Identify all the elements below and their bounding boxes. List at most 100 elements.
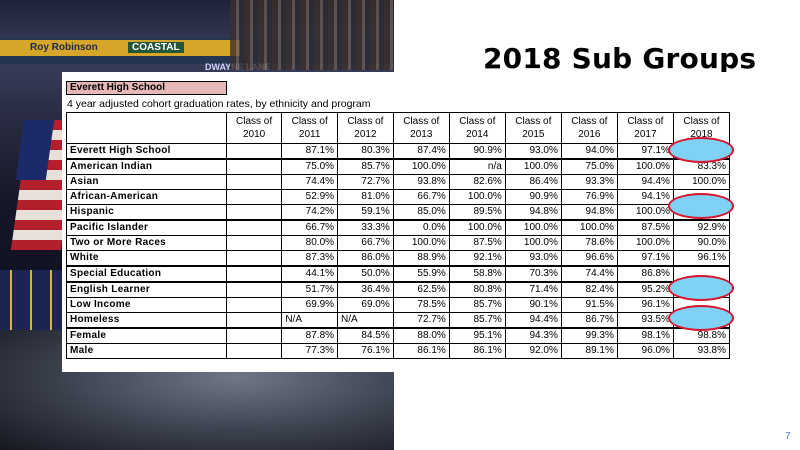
table-cell: 81.0% [337,189,394,205]
table-cell: 66.7% [281,219,339,236]
table-cell: 100.0% [392,235,450,251]
table-cell: 93.0% [504,143,562,160]
table-cell: 100.0% [504,158,562,175]
table-cell [225,235,283,251]
table-cell: 93.5% [616,312,674,329]
table-cell: 94.4% [504,312,562,329]
column-header: Class of 2017 [616,112,674,144]
table-cell [225,158,283,175]
table-header-row: Class of 2010 Class of 2011 Class of 201… [66,112,731,144]
table-cell: 94.1% [616,189,674,205]
table-cell: 86.4% [504,174,562,190]
highlight-oval [668,193,734,219]
table-cell [225,250,283,267]
table-cell: n/a [448,158,506,175]
table-cell: 78.6% [560,235,618,251]
table-cell [225,174,283,190]
column-header: Class of 2011 [281,112,339,144]
row-label: Asian [66,174,227,190]
table-cell [225,297,283,313]
column-header: Class of 2014 [448,112,506,144]
table-cell: 82.6% [448,174,506,190]
table-cell [225,219,283,236]
table-cell: N/A [337,312,394,329]
table-row: Female 87.8% 84.5% 88.0% 95.1% 94.3% 99.3% 98.1… [66,327,731,344]
table-row: White 87.3% 86.0% 88.9% 92.1% 93.0% 96.6% 97.1%… [66,250,731,267]
column-header: Class of 2013 [392,112,450,144]
table-cell [225,327,283,344]
table-cell: 100.0% [504,219,562,236]
table-body: Everett High School 87.1% 80.3% 87.4% 90.9% 9… [66,143,731,359]
table-cell: 52.9% [281,189,339,205]
table-cell: 88.0% [392,327,450,344]
table-cell: 97.1% [616,250,674,267]
slide-title: 2018 Sub Groups [483,42,757,75]
table-cell: 100.0% [448,219,506,236]
page-number: 7 [785,431,791,442]
table-cell: 87.3% [281,250,339,267]
highlight-oval [668,305,734,331]
table-cell: 92.0% [504,343,562,359]
table-cell: 93.8% [672,343,731,359]
table-cell [225,189,283,205]
table-row: Two or More Races 80.0% 66.7% 100.0% 87.5% 10… [66,235,731,251]
row-label: Special Education [66,265,227,283]
table-cell [225,343,283,359]
table-cell: 51.7% [281,281,339,298]
table-cell [225,265,283,283]
highlight-oval [668,275,734,301]
table-cell: 72.7% [392,312,450,329]
table-cell: 0.0% [392,219,450,236]
row-label: American Indian [66,158,227,175]
table-cell: 69.0% [337,297,394,313]
row-label: White [66,250,227,267]
table-cell: 72.7% [337,174,394,190]
table-cell: 87.5% [448,235,506,251]
table-cell: 94.8% [560,204,618,221]
table-cell: 94.4% [616,174,674,190]
table-cell: 100.0% [560,219,618,236]
table-cell: 80.0% [281,235,339,251]
table-cell: 86.8% [616,265,674,283]
table-cell: 69.9% [281,297,339,313]
table-cell: 80.8% [448,281,506,298]
table-cell: 36.4% [337,281,394,298]
table-cell: 100.0% [616,235,674,251]
table-cell: 94.0% [560,143,618,160]
table-cell: 94.8% [504,204,562,221]
table-row: American Indian 75.0% 85.7% 100.0% n/a 100.0%… [66,158,731,175]
table-cell: 95.2% [616,281,674,298]
table-row: Low Income 69.9% 69.0% 78.5% 85.7% 90.1% 91.5%… [66,297,731,313]
table-cell: 100.0% [616,158,674,175]
table-cell: 71.4% [504,281,562,298]
table-cell: 89.5% [448,204,506,221]
table-cell: 96.6% [560,250,618,267]
table-subtitle: 4 year adjusted cohort graduation rates,… [67,98,371,110]
table-cell: 94.3% [504,327,562,344]
table-cell: 98.1% [616,327,674,344]
table-cell: 66.7% [337,235,394,251]
table-cell: 58.8% [448,265,506,283]
row-label: Female [66,327,227,344]
table-cell: 90.1% [504,297,562,313]
table-cell: 86.0% [337,250,394,267]
table-row: Hispanic 74.2% 59.1% 85.0% 89.5% 94.8% 94.8% 10… [66,204,731,221]
highlight-oval [668,137,734,163]
table-cell: 62.5% [392,281,450,298]
header-blank [66,112,227,144]
table-cell: 90.9% [448,143,506,160]
table-cell: 99.3% [560,327,618,344]
table-cell: 75.0% [281,158,339,175]
table-cell: 85.7% [337,158,394,175]
row-label: Low Income [66,297,227,313]
table-cell: 96.1% [672,250,731,267]
table-cell: 70.3% [504,265,562,283]
table-cell: 100.0% [392,158,450,175]
column-header: Class of 2016 [560,112,618,144]
table-cell: 74.4% [560,265,618,283]
table-cell: 93.8% [392,174,450,190]
table-cell: 78.5% [392,297,450,313]
table-cell: 90.0% [672,235,731,251]
table-cell: 100.0% [672,174,731,190]
table-cell: 44.1% [281,265,339,283]
